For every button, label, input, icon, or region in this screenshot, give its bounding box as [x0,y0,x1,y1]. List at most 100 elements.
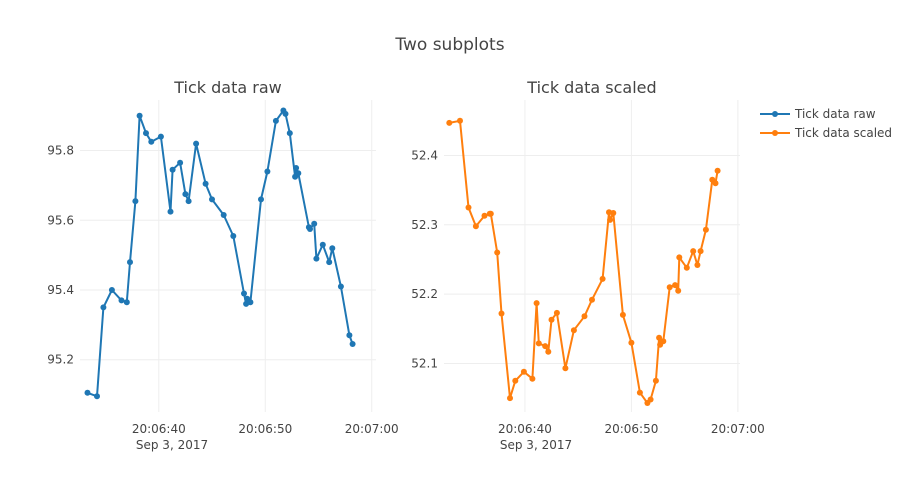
data-point[interactable] [562,365,569,372]
x-tick-label: 20:06:40 [498,422,552,436]
data-point[interactable] [636,389,643,396]
data-point[interactable] [94,393,100,400]
data-point[interactable] [487,210,494,217]
data-point[interactable] [494,249,501,256]
data-point[interactable] [264,168,271,175]
data-point[interactable] [319,241,326,248]
data-point[interactable] [589,296,595,303]
data-point[interactable] [136,112,143,119]
data-point[interactable] [100,304,107,311]
data-point[interactable] [675,287,682,294]
subplot-title-right: Tick data scaled [526,78,656,97]
data-point[interactable] [607,216,614,223]
data-point[interactable] [672,282,679,289]
data-point[interactable] [581,313,588,320]
data-point[interactable] [548,316,555,323]
data-point[interactable] [326,259,333,266]
data-point[interactable] [656,334,663,341]
data-point[interactable] [545,348,552,355]
data-point[interactable] [118,297,125,304]
data-point[interactable] [628,339,635,346]
data-point[interactable] [282,110,289,117]
data-point[interactable] [108,287,115,293]
data-point[interactable] [465,204,472,211]
data-point[interactable] [209,196,215,203]
y-tick-label: 95.4 [47,283,74,297]
data-point[interactable] [512,377,519,384]
left-grid [80,100,376,412]
data-point[interactable] [697,248,704,255]
data-point[interactable] [346,332,353,339]
data-point[interactable] [690,248,697,255]
data-point[interactable] [520,368,527,375]
data-point[interactable] [293,165,300,171]
data-point[interactable] [311,220,318,227]
y-tick-label: 95.2 [47,353,74,367]
data-point[interactable] [529,375,536,382]
data-point[interactable] [167,208,174,215]
data-point[interactable] [666,284,673,291]
data-point[interactable] [570,327,577,334]
series-line [87,109,354,398]
data-point[interactable] [272,117,279,124]
data-point[interactable] [507,395,513,402]
data-point[interactable] [286,130,293,137]
data-point[interactable] [193,140,200,147]
data-point[interactable] [472,223,479,230]
data-point[interactable] [535,340,542,347]
data-point[interactable] [182,191,189,198]
data-point[interactable] [533,300,540,307]
left-series [84,107,356,400]
data-point[interactable] [169,166,176,173]
legend-label-raw: Tick data raw [794,107,876,121]
data-point[interactable] [714,167,721,174]
data-point[interactable] [652,377,659,384]
data-point[interactable] [123,299,130,306]
data-point[interactable] [481,212,488,219]
data-point[interactable] [676,254,683,261]
data-point[interactable] [132,198,139,205]
data-point[interactable] [553,309,560,316]
data-point[interactable] [313,255,320,262]
data-point[interactable] [619,311,626,318]
data-point[interactable] [230,233,237,239]
data-point[interactable] [247,299,254,306]
data-point[interactable] [185,198,192,205]
data-point[interactable] [647,396,654,403]
legend-item-scaled[interactable]: Tick data scaled [760,126,892,140]
data-point[interactable] [143,130,149,137]
chart-title: Two subplots [394,35,504,55]
data-point[interactable] [157,133,164,140]
data-point[interactable] [329,245,336,252]
data-point[interactable] [220,212,227,218]
data-point[interactable] [712,180,719,187]
data-point[interactable] [241,290,247,297]
data-point[interactable] [702,226,709,233]
left-x-ticks: 20:06:40 20:06:50 20:07:00 [132,422,399,436]
data-point[interactable] [337,283,344,290]
data-point[interactable] [457,117,463,124]
data-point[interactable] [148,138,155,145]
data-point[interactable] [599,275,606,282]
data-point[interactable] [177,159,184,166]
data-point[interactable] [127,259,133,266]
data-point[interactable] [660,338,667,345]
data-point[interactable] [542,343,549,350]
x-tick-label: 20:06:50 [604,422,658,436]
subplot-title-left: Tick data raw [173,78,281,97]
data-point[interactable] [258,196,264,203]
legend-swatch-raw-marker [772,111,778,117]
data-point[interactable] [349,341,356,347]
data-point[interactable] [84,389,91,396]
data-point[interactable] [307,226,313,232]
data-point[interactable] [683,264,690,271]
data-point[interactable] [202,180,209,187]
legend[interactable]: Tick data raw Tick data scaled [760,107,892,140]
data-point[interactable] [498,310,505,317]
data-point[interactable] [610,210,617,216]
data-point[interactable] [694,262,701,268]
right-x-date-label: Sep 3, 2017 [500,438,572,452]
data-point[interactable] [446,119,453,126]
data-point[interactable] [295,170,302,177]
legend-item-raw[interactable]: Tick data raw [760,107,876,121]
